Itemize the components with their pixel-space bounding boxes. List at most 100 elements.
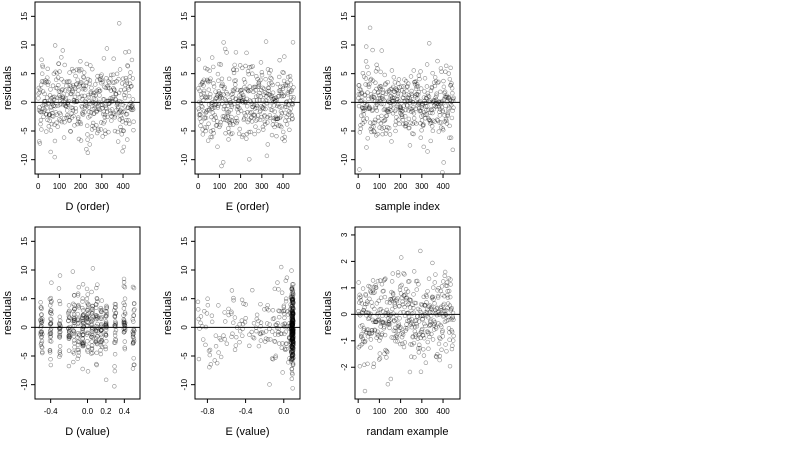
data-point xyxy=(374,301,380,306)
data-point xyxy=(366,84,372,90)
data-point xyxy=(256,343,262,349)
data-point xyxy=(358,87,364,93)
data-point xyxy=(93,328,99,333)
data-point xyxy=(367,82,372,87)
data-point xyxy=(223,319,228,324)
data-point xyxy=(269,356,275,361)
data-point xyxy=(67,86,73,92)
data-point xyxy=(122,310,128,315)
data-point xyxy=(441,127,446,133)
data-point xyxy=(290,352,295,358)
data-point xyxy=(372,89,377,94)
data-point xyxy=(45,82,51,88)
data-point xyxy=(124,111,130,117)
data-point xyxy=(417,331,422,336)
data-point xyxy=(112,80,117,85)
data-point xyxy=(366,96,371,102)
data-point xyxy=(219,95,224,101)
data-point xyxy=(282,138,287,144)
data-point xyxy=(131,127,136,133)
data-point xyxy=(362,108,367,113)
data-point xyxy=(214,360,220,366)
data-point xyxy=(358,324,363,329)
data-point xyxy=(360,105,365,110)
data-point xyxy=(290,330,296,335)
data-point xyxy=(57,318,63,323)
data-point xyxy=(277,115,283,121)
data-point xyxy=(89,306,95,311)
data-point xyxy=(414,84,419,89)
data-point xyxy=(81,83,86,89)
data-point xyxy=(283,347,288,352)
data-point xyxy=(444,94,449,100)
data-point xyxy=(374,331,380,337)
data-point xyxy=(64,115,69,121)
y-tick-label: -2 xyxy=(340,363,349,371)
data-point xyxy=(271,103,277,108)
data-point xyxy=(217,90,222,96)
data-point xyxy=(407,100,413,106)
data-point xyxy=(377,83,383,89)
data-point xyxy=(197,112,203,117)
data-point xyxy=(40,89,46,94)
data-point xyxy=(290,284,295,290)
data-point xyxy=(279,308,284,314)
data-point xyxy=(371,364,376,370)
data-point xyxy=(440,292,445,297)
data-point xyxy=(99,322,104,327)
data-point xyxy=(75,342,81,348)
data-point xyxy=(396,323,402,328)
data-point xyxy=(396,321,401,326)
data-point xyxy=(203,110,209,116)
data-point xyxy=(72,85,77,90)
data-point xyxy=(290,386,295,391)
data-point xyxy=(91,92,96,98)
data-point xyxy=(253,118,259,123)
data-point xyxy=(395,91,401,96)
data-point xyxy=(444,349,449,354)
data-point xyxy=(361,74,367,79)
data-point xyxy=(212,358,217,363)
data-point xyxy=(48,321,53,327)
data-point xyxy=(437,335,442,340)
data-point xyxy=(215,103,221,108)
data-point xyxy=(365,64,370,70)
data-point xyxy=(51,114,56,119)
data-point xyxy=(290,357,295,362)
data-point xyxy=(272,332,278,337)
data-point xyxy=(394,333,399,338)
data-point xyxy=(291,328,296,333)
data-point xyxy=(362,339,367,345)
data-point xyxy=(115,101,120,106)
data-point xyxy=(260,330,266,335)
data-point xyxy=(397,105,403,110)
data-point xyxy=(439,284,445,289)
data-point xyxy=(94,313,99,318)
data-point xyxy=(290,312,296,317)
data-point xyxy=(118,108,123,113)
data-point xyxy=(416,92,421,97)
data-point xyxy=(411,131,416,137)
data-point xyxy=(84,80,89,85)
data-point xyxy=(131,356,136,361)
data-point xyxy=(225,111,231,117)
y-tick-label: -10 xyxy=(180,378,189,390)
data-point xyxy=(431,297,436,302)
data-point xyxy=(393,317,399,322)
data-point xyxy=(375,131,380,137)
data-point xyxy=(270,122,276,127)
data-point xyxy=(392,101,397,106)
data-point xyxy=(249,64,254,70)
data-point xyxy=(38,87,43,92)
data-point xyxy=(290,318,296,324)
data-point xyxy=(287,339,293,345)
data-point xyxy=(395,93,400,99)
y-tick-label: 2 xyxy=(340,259,349,264)
data-point xyxy=(382,118,387,123)
data-point xyxy=(63,96,68,102)
data-point xyxy=(444,318,449,324)
data-point xyxy=(41,114,46,119)
data-point xyxy=(124,112,129,117)
data-point xyxy=(95,316,100,321)
data-point xyxy=(112,364,117,369)
